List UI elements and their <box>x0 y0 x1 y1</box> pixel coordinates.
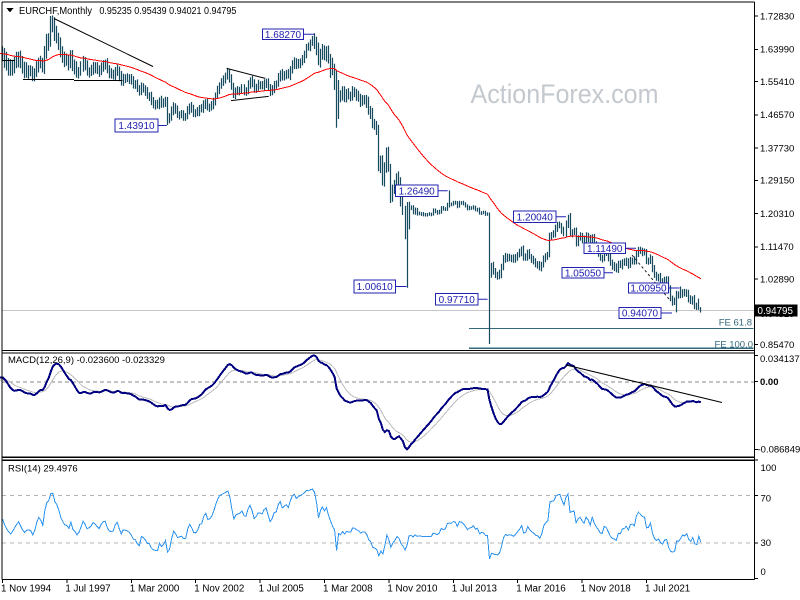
svg-text:1.46570: 1.46570 <box>760 110 794 121</box>
svg-text:1.26490: 1.26490 <box>399 186 436 197</box>
svg-text:1 Jul 2013: 1 Jul 2013 <box>452 584 498 595</box>
svg-text:1 Mar 2008: 1 Mar 2008 <box>323 584 373 595</box>
svg-text:100: 100 <box>761 463 777 474</box>
svg-text:30: 30 <box>761 538 772 549</box>
svg-text:70: 70 <box>761 494 772 505</box>
svg-text:1.00610: 1.00610 <box>357 282 394 293</box>
svg-text:-0.086849: -0.086849 <box>758 445 800 456</box>
svg-text:1 Mar 2000: 1 Mar 2000 <box>130 584 180 595</box>
svg-text:1.55410: 1.55410 <box>760 77 794 88</box>
svg-text:1.72830: 1.72830 <box>760 11 794 22</box>
svg-text:0.94795: 0.94795 <box>758 306 794 317</box>
svg-text:1.20310: 1.20310 <box>760 209 794 220</box>
svg-text:1.00950: 1.00950 <box>630 284 667 295</box>
svg-text:1.37730: 1.37730 <box>760 143 794 154</box>
svg-text:1 Mar 2016: 1 Mar 2016 <box>516 584 566 595</box>
svg-text:1.05050: 1.05050 <box>565 268 602 279</box>
svg-text:0.95235 0.95439 0.94021 0.9479: 0.95235 0.95439 0.94021 0.94795 <box>99 6 236 17</box>
svg-text:1.11490: 1.11490 <box>587 244 623 255</box>
svg-text:1.63990: 1.63990 <box>760 45 794 56</box>
svg-text:1 Nov 2018: 1 Nov 2018 <box>581 584 632 595</box>
svg-text:MACD(12,26,9) -0.023600 -0.023: MACD(12,26,9) -0.023600 -0.023329 <box>8 355 165 366</box>
svg-text:1 Nov 2010: 1 Nov 2010 <box>387 584 438 595</box>
svg-text:1 Jul 2005: 1 Jul 2005 <box>259 584 305 595</box>
svg-text:1 Nov 1994: 1 Nov 1994 <box>1 584 52 595</box>
svg-text:FE 100.0: FE 100.0 <box>714 339 753 350</box>
svg-text:0.00: 0.00 <box>760 377 779 388</box>
svg-text:1 Nov 2002: 1 Nov 2002 <box>194 584 244 595</box>
svg-text:ActionForex.com: ActionForex.com <box>471 79 659 109</box>
svg-text:0.97710: 0.97710 <box>439 295 476 306</box>
svg-text:FE 61.8: FE 61.8 <box>719 318 752 329</box>
svg-text:1.29150: 1.29150 <box>760 176 794 187</box>
svg-text:1.68270: 1.68270 <box>265 30 302 41</box>
svg-text:1 Jul 2021: 1 Jul 2021 <box>645 584 690 595</box>
svg-text:0: 0 <box>761 567 766 578</box>
svg-text:1.20040: 1.20040 <box>517 212 554 223</box>
svg-text:0.94070: 0.94070 <box>622 309 659 320</box>
svg-text:EURCHF,Monthly: EURCHF,Monthly <box>19 6 92 17</box>
svg-text:0.85470: 0.85470 <box>760 340 794 351</box>
svg-text:1.02890: 1.02890 <box>760 274 794 285</box>
svg-text:1 Jul 1997: 1 Jul 1997 <box>65 584 110 595</box>
svg-text:0.034137: 0.034137 <box>760 354 800 365</box>
svg-text:1.11470: 1.11470 <box>760 242 794 253</box>
svg-text:RSI(14) 29.4976: RSI(14) 29.4976 <box>8 464 78 475</box>
svg-text:1.43910: 1.43910 <box>118 121 155 132</box>
